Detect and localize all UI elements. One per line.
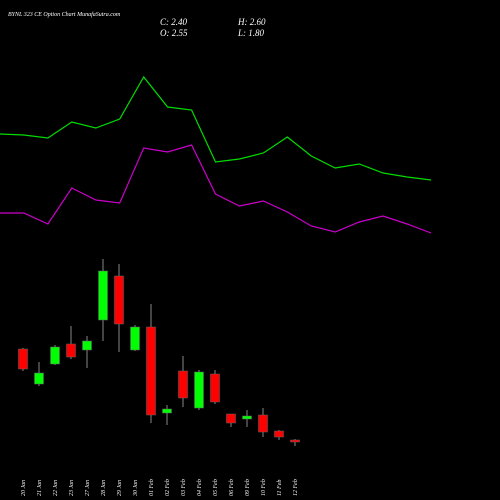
x-tick-label: 01 Feb [149, 479, 155, 496]
candle-body [98, 270, 108, 321]
candle-body [242, 415, 252, 420]
x-tick-label: 04 Feb [196, 479, 203, 496]
candle-body [194, 371, 204, 409]
info-open: O: 2.55 [160, 28, 188, 38]
x-tick-label: 10 Feb [261, 479, 267, 496]
candle-body [18, 348, 28, 370]
indicator-line [0, 75, 432, 181]
candle-body [34, 372, 44, 385]
candle-body [114, 275, 124, 325]
x-tick-label: 09 Feb [245, 479, 251, 496]
x-tick-label: 20 Jan [21, 480, 27, 496]
candle-body [178, 370, 188, 399]
x-tick-label: 05 Feb [213, 479, 219, 496]
info-low: L: 1.80 [237, 28, 265, 38]
x-tick-label: 30 Jan [133, 480, 139, 497]
candle-body [82, 340, 92, 351]
x-tick-label: 28 Jan [101, 480, 107, 496]
x-tick-label: 06 Feb [229, 479, 235, 496]
x-tick-label: 12 Feb [293, 479, 299, 496]
x-tick-label: 11 Feb [277, 480, 283, 496]
candle-body [66, 343, 76, 358]
candle-body [274, 430, 284, 438]
candle-body [258, 414, 268, 433]
indicator-line [0, 144, 432, 234]
chart-title: BYNL 323 CE Option Chart MunafaSutra.com [8, 11, 121, 18]
info-high: H: 2.60 [237, 17, 266, 27]
x-tick-label: 02 Feb [165, 479, 171, 496]
candle-body [146, 326, 156, 416]
candle-body [226, 413, 236, 424]
info-close: C: 2.40 [160, 17, 188, 27]
x-tick-label: 23 Jan [69, 480, 75, 496]
candle-body [290, 439, 300, 443]
x-tick-label: 29 Jan [117, 480, 123, 496]
candle-body [50, 346, 60, 365]
x-tick-label: 21 Jan [37, 480, 43, 496]
candle-body [130, 326, 140, 351]
x-tick-label: 27 Jan [85, 480, 91, 496]
candle-body [210, 373, 220, 403]
x-tick-label: 22 Jan [53, 480, 59, 496]
x-tick-label: 03 Feb [181, 479, 187, 496]
candle-body [162, 408, 172, 414]
